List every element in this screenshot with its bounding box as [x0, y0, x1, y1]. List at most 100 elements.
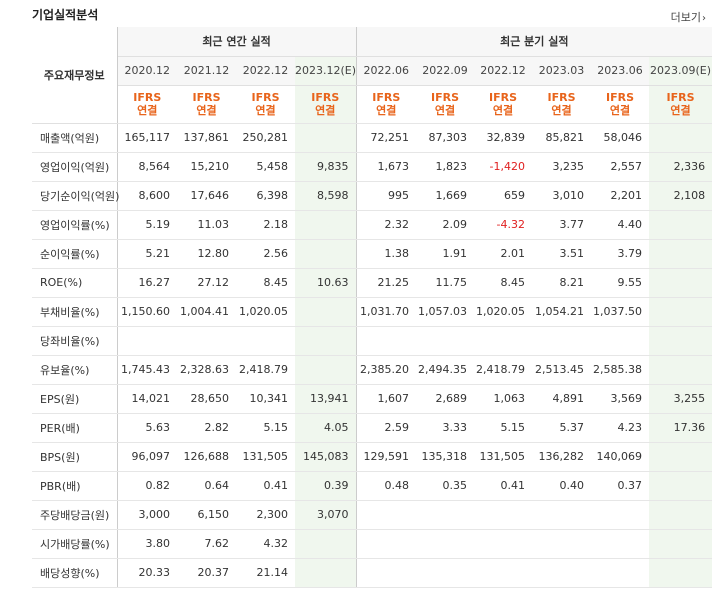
table-cell: 3,255	[649, 384, 713, 414]
table-cell: 2,300	[236, 500, 295, 530]
table-cell	[649, 268, 713, 298]
table-row: 영업이익률(%) 5.19 11.03 2.18 2.32 2.09 -4.32 3.77 4.…	[32, 210, 713, 240]
table-cell	[416, 326, 475, 356]
table-cell: 96,097	[117, 442, 177, 472]
table-cell: 2.18	[236, 210, 295, 240]
table-cell	[532, 500, 592, 530]
table-cell: 32,839	[474, 123, 533, 153]
accounting-standard-label: IFRS	[372, 91, 401, 104]
table-cell: 2,108	[649, 181, 713, 211]
table-cell: 2,385.20	[355, 355, 417, 385]
table-cell: -4.32	[474, 210, 533, 240]
table-row: BPS(원) 96,097 126,688 131,505 145,083 129,591…	[32, 442, 713, 472]
table-cell: 4.05	[295, 413, 357, 443]
table-cell: 4.32	[236, 529, 295, 559]
table-cell	[649, 210, 713, 240]
table-cell: 5.19	[117, 210, 177, 240]
accounting-standard-label: IFRS	[133, 91, 162, 104]
table-cell: 1,063	[474, 384, 533, 414]
table-cell: 12.80	[177, 239, 236, 269]
consolidation-label: 연결	[376, 104, 397, 117]
table-cell	[295, 239, 357, 269]
accounting-standard-label: IFRS	[311, 91, 340, 104]
table-cell	[416, 500, 475, 530]
table-cell: 2,557	[591, 152, 650, 182]
accounting-standard-label: IFRS	[666, 91, 695, 104]
table-cell	[649, 326, 713, 356]
table-cell: 5.15	[474, 413, 533, 443]
table-cell	[649, 123, 713, 153]
table-cell: 2.56	[236, 239, 295, 269]
table-cell: 2,418.79	[236, 355, 295, 385]
accounting-standard-header: IFRS 연결	[295, 85, 357, 124]
table-row: 당기순이익(억원) 8,600 17,646 6,398 8,598 995 1,669 65…	[32, 181, 713, 211]
table-cell	[591, 558, 650, 588]
table-row: 순이익률(%) 5.21 12.80 2.56 1.38 1.91 2.01 3.51 3.79	[32, 239, 713, 269]
table-cell	[416, 529, 475, 559]
table-cell	[649, 297, 713, 327]
table-cell	[649, 442, 713, 472]
consolidation-label: 연결	[434, 104, 456, 117]
table-cell: 0.40	[532, 471, 592, 501]
table-cell: 2.01	[474, 239, 533, 269]
table-cell: 17,646	[177, 181, 236, 211]
consolidation-label: 연결	[255, 104, 276, 117]
table-cell: 14,021	[117, 384, 177, 414]
row-label: PBR(배)	[32, 471, 118, 501]
accounting-standard-header: IFRS 연결	[236, 85, 295, 124]
table-cell: 10.63	[295, 268, 357, 298]
table-cell: 1,669	[416, 181, 475, 211]
row-label: 영업이익률(%)	[32, 210, 118, 240]
more-button[interactable]: 더보기›	[671, 9, 706, 25]
table-cell: 126,688	[177, 442, 236, 472]
table-cell: 1,823	[416, 152, 475, 182]
chevron-right-icon: ›	[702, 13, 706, 24]
table-cell: 21.14	[236, 558, 295, 588]
row-label-header: 주요재무정보	[32, 27, 118, 124]
table-cell: 1,004.41	[177, 297, 236, 327]
row-label: 유보율(%)	[32, 355, 118, 385]
quarter-group-header: 최근 분기 실적	[356, 27, 713, 57]
accounting-standard-label: IFRS	[489, 91, 518, 104]
table-cell: 85,821	[532, 123, 592, 153]
table-cell: 2,689	[416, 384, 475, 414]
consolidation-label: 연결	[315, 104, 336, 117]
more-label: 더보기	[670, 11, 701, 24]
table-cell: 995	[355, 181, 417, 211]
table-cell	[355, 500, 417, 530]
table-cell	[177, 326, 236, 356]
table-cell	[474, 326, 533, 356]
accounting-standard-header: IFRS 연결	[117, 85, 177, 124]
period-header: 2022.12	[236, 56, 295, 86]
period-header: 2023.03	[532, 56, 592, 86]
table-cell: 1,037.50	[591, 297, 650, 327]
period-header: 2022.06	[355, 56, 417, 86]
table-row: 영업이익(억원) 8,564 15,210 5,458 9,835 1,673 1,823-…	[32, 152, 713, 182]
row-label: 매출액(억원)	[32, 123, 118, 153]
annual-group-header: 최근 연간 실적	[117, 27, 357, 57]
row-label: PER(배)	[32, 413, 118, 443]
table-cell: 3.51	[532, 239, 592, 269]
row-label: 부채비율(%)	[32, 297, 118, 327]
accounting-standard-header: IFRS 연결	[532, 85, 592, 124]
table-cell	[295, 558, 357, 588]
accounting-standard-header: IFRS 연결	[177, 85, 236, 124]
table-row: 매출액(억원) 165,117 137,861 250,281 72,251 87,303…	[32, 123, 713, 153]
period-header: 2020.12	[117, 56, 177, 86]
table-cell: 8.21	[532, 268, 592, 298]
table-cell: 2,328.63	[177, 355, 236, 385]
table-cell: 2,336	[649, 152, 713, 182]
table-cell	[591, 529, 650, 559]
row-label: 시가배당률(%)	[32, 529, 118, 559]
table-cell	[649, 500, 713, 530]
table-cell: 87,303	[416, 123, 475, 153]
table-cell: 2.82	[177, 413, 236, 443]
accounting-standard-header: IFRS 연결	[474, 85, 533, 124]
table-cell: 0.39	[295, 471, 357, 501]
row-label: 당좌비율(%)	[32, 326, 118, 356]
period-header: 2022.09	[416, 56, 475, 86]
table-cell: 3,569	[591, 384, 650, 414]
row-label: ROE(%)	[32, 268, 118, 298]
table-cell: 58,046	[591, 123, 650, 153]
table-cell	[355, 558, 417, 588]
